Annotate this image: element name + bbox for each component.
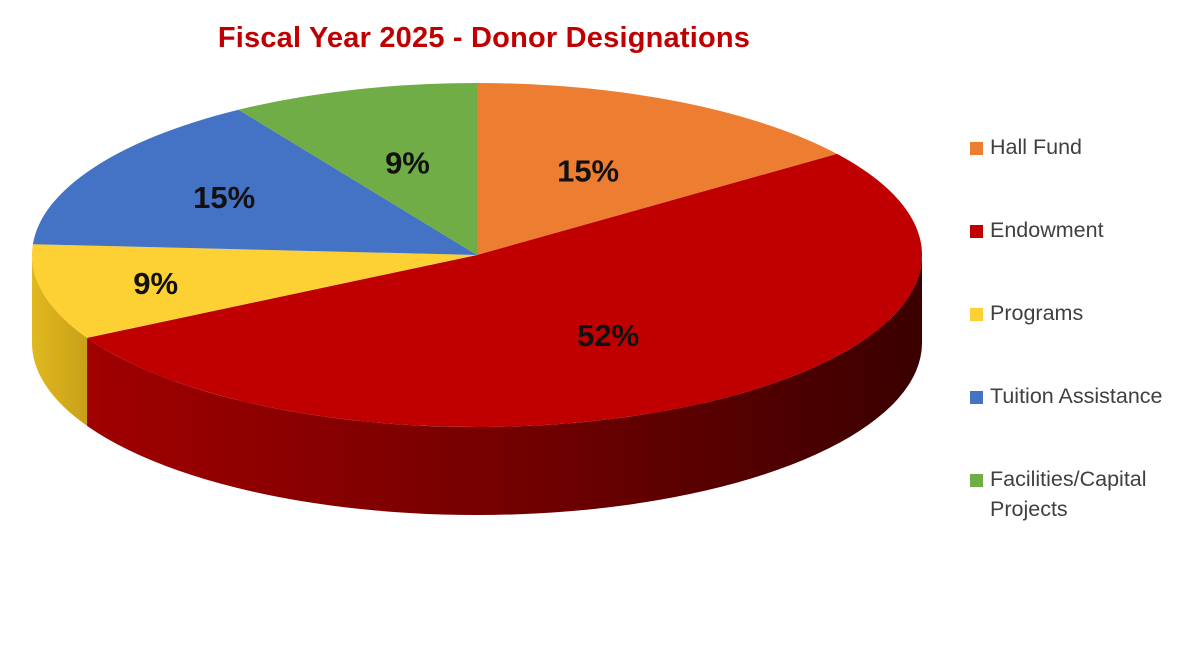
pie-side-programs	[32, 255, 88, 426]
legend-swatch	[970, 391, 983, 404]
legend-item-programs: Programs	[970, 298, 1185, 328]
pie-slice-programs	[32, 244, 478, 338]
pie-slice-endowment	[87, 153, 923, 427]
legend-label: Hall Fund	[990, 135, 1083, 159]
legend-item-tuition-assistance: Tuition Assistance	[970, 381, 1185, 411]
pie-slice-tuition-assistance	[32, 109, 477, 255]
legend-label: Facilities/Capital Projects	[990, 467, 1147, 521]
pie-side-endowment	[87, 255, 923, 516]
legend: Hall Fund Endowment Programs Tuition Ass…	[970, 132, 1185, 524]
legend-label: Endowment	[990, 218, 1104, 242]
legend-label: Programs	[990, 301, 1084, 325]
data-label-programs: 9%	[133, 266, 178, 301]
legend-item-facilities-capital-projects: Facilities/Capital Projects	[970, 464, 1185, 524]
pie-chart: 15% 52% 9% 15% 9%	[32, 83, 923, 516]
pie-sides	[32, 255, 923, 516]
legend-label: Tuition Assistance	[990, 384, 1163, 408]
pie-labels: 15% 52% 9% 15% 9%	[133, 146, 639, 353]
data-label-hall-fund: 15%	[557, 154, 619, 189]
data-label-endowment: 52%	[577, 318, 639, 353]
legend-swatch	[970, 225, 983, 238]
pie-slice-facilities-capital-projects	[238, 83, 477, 255]
legend-swatch	[970, 308, 983, 321]
legend-item-endowment: Endowment	[970, 215, 1185, 245]
pie-tops	[32, 83, 923, 427]
pie-slice-hall-fund	[477, 83, 838, 255]
legend-item-hall-fund: Hall Fund	[970, 132, 1185, 162]
data-label-facilities-capital-projects: 9%	[385, 146, 430, 181]
chart-title: Fiscal Year 2025 - Donor Designations	[217, 22, 751, 54]
legend-swatch	[970, 142, 983, 155]
legend-swatch	[970, 474, 983, 487]
data-label-tuition-assistance: 15%	[193, 180, 255, 215]
